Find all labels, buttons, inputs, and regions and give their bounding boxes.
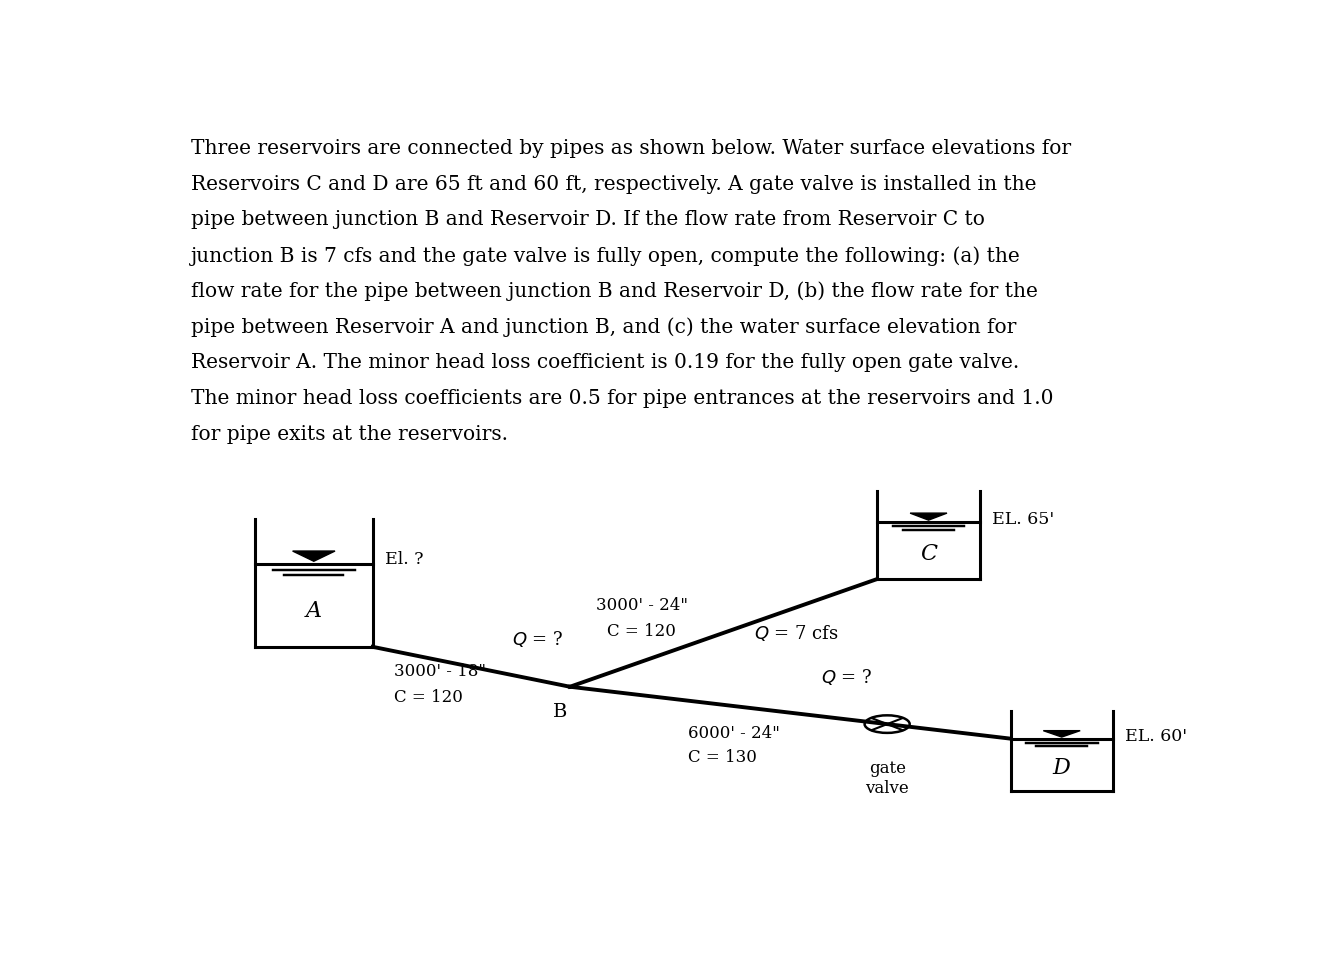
Text: for pipe exits at the reservoirs.: for pipe exits at the reservoirs. <box>190 424 508 444</box>
Text: EL. 60': EL. 60' <box>1125 728 1187 745</box>
Text: $\it{Q}$ = 7 cfs: $\it{Q}$ = 7 cfs <box>755 623 839 643</box>
Text: Reservoir A. The minor head loss coefficient is 0.19 for the fully open gate val: Reservoir A. The minor head loss coeffic… <box>190 353 1019 372</box>
Text: gate
valve: gate valve <box>866 760 910 797</box>
Text: 3000' - 18": 3000' - 18" <box>394 662 486 680</box>
Text: C: C <box>920 543 937 565</box>
Polygon shape <box>1043 731 1080 737</box>
Text: Three reservoirs are connected by pipes as shown below. Water surface elevations: Three reservoirs are connected by pipes … <box>190 139 1071 158</box>
Text: flow rate for the pipe between junction B and Reservoir D, (b) the flow rate for: flow rate for the pipe between junction … <box>190 282 1038 301</box>
Text: The minor head loss coefficients are 0.5 for pipe entrances at the reservoirs an: The minor head loss coefficients are 0.5… <box>190 389 1054 408</box>
Text: C = 120: C = 120 <box>607 623 676 640</box>
Text: 3000' - 24": 3000' - 24" <box>596 597 687 614</box>
Text: pipe between Reservoir A and junction B, and (c) the water surface elevation for: pipe between Reservoir A and junction B,… <box>190 318 1017 337</box>
Text: Reservoirs C and D are 65 ft and 60 ft, respectively. A gate valve is installed : Reservoirs C and D are 65 ft and 60 ft, … <box>190 175 1036 194</box>
Text: $\it{Q}$ = ?: $\it{Q}$ = ? <box>821 667 873 686</box>
Text: El. ?: El. ? <box>385 551 423 568</box>
Text: B: B <box>553 703 567 721</box>
Text: EL. 65': EL. 65' <box>992 511 1055 528</box>
Polygon shape <box>292 551 334 562</box>
Text: pipe between junction B and Reservoir D. If the flow rate from Reservoir C to: pipe between junction B and Reservoir D.… <box>190 210 985 229</box>
Text: D: D <box>1052 757 1071 780</box>
Text: junction B is 7 cfs and the gate valve is fully open, compute the following: (a): junction B is 7 cfs and the gate valve i… <box>190 246 1021 266</box>
Text: C = 120: C = 120 <box>394 688 464 706</box>
Text: A: A <box>305 600 321 622</box>
Polygon shape <box>910 513 947 520</box>
Text: 6000' - 24": 6000' - 24" <box>687 725 780 742</box>
Text: C = 130: C = 130 <box>687 749 756 766</box>
Text: $\it{Q}$ = ?: $\it{Q}$ = ? <box>513 629 563 649</box>
